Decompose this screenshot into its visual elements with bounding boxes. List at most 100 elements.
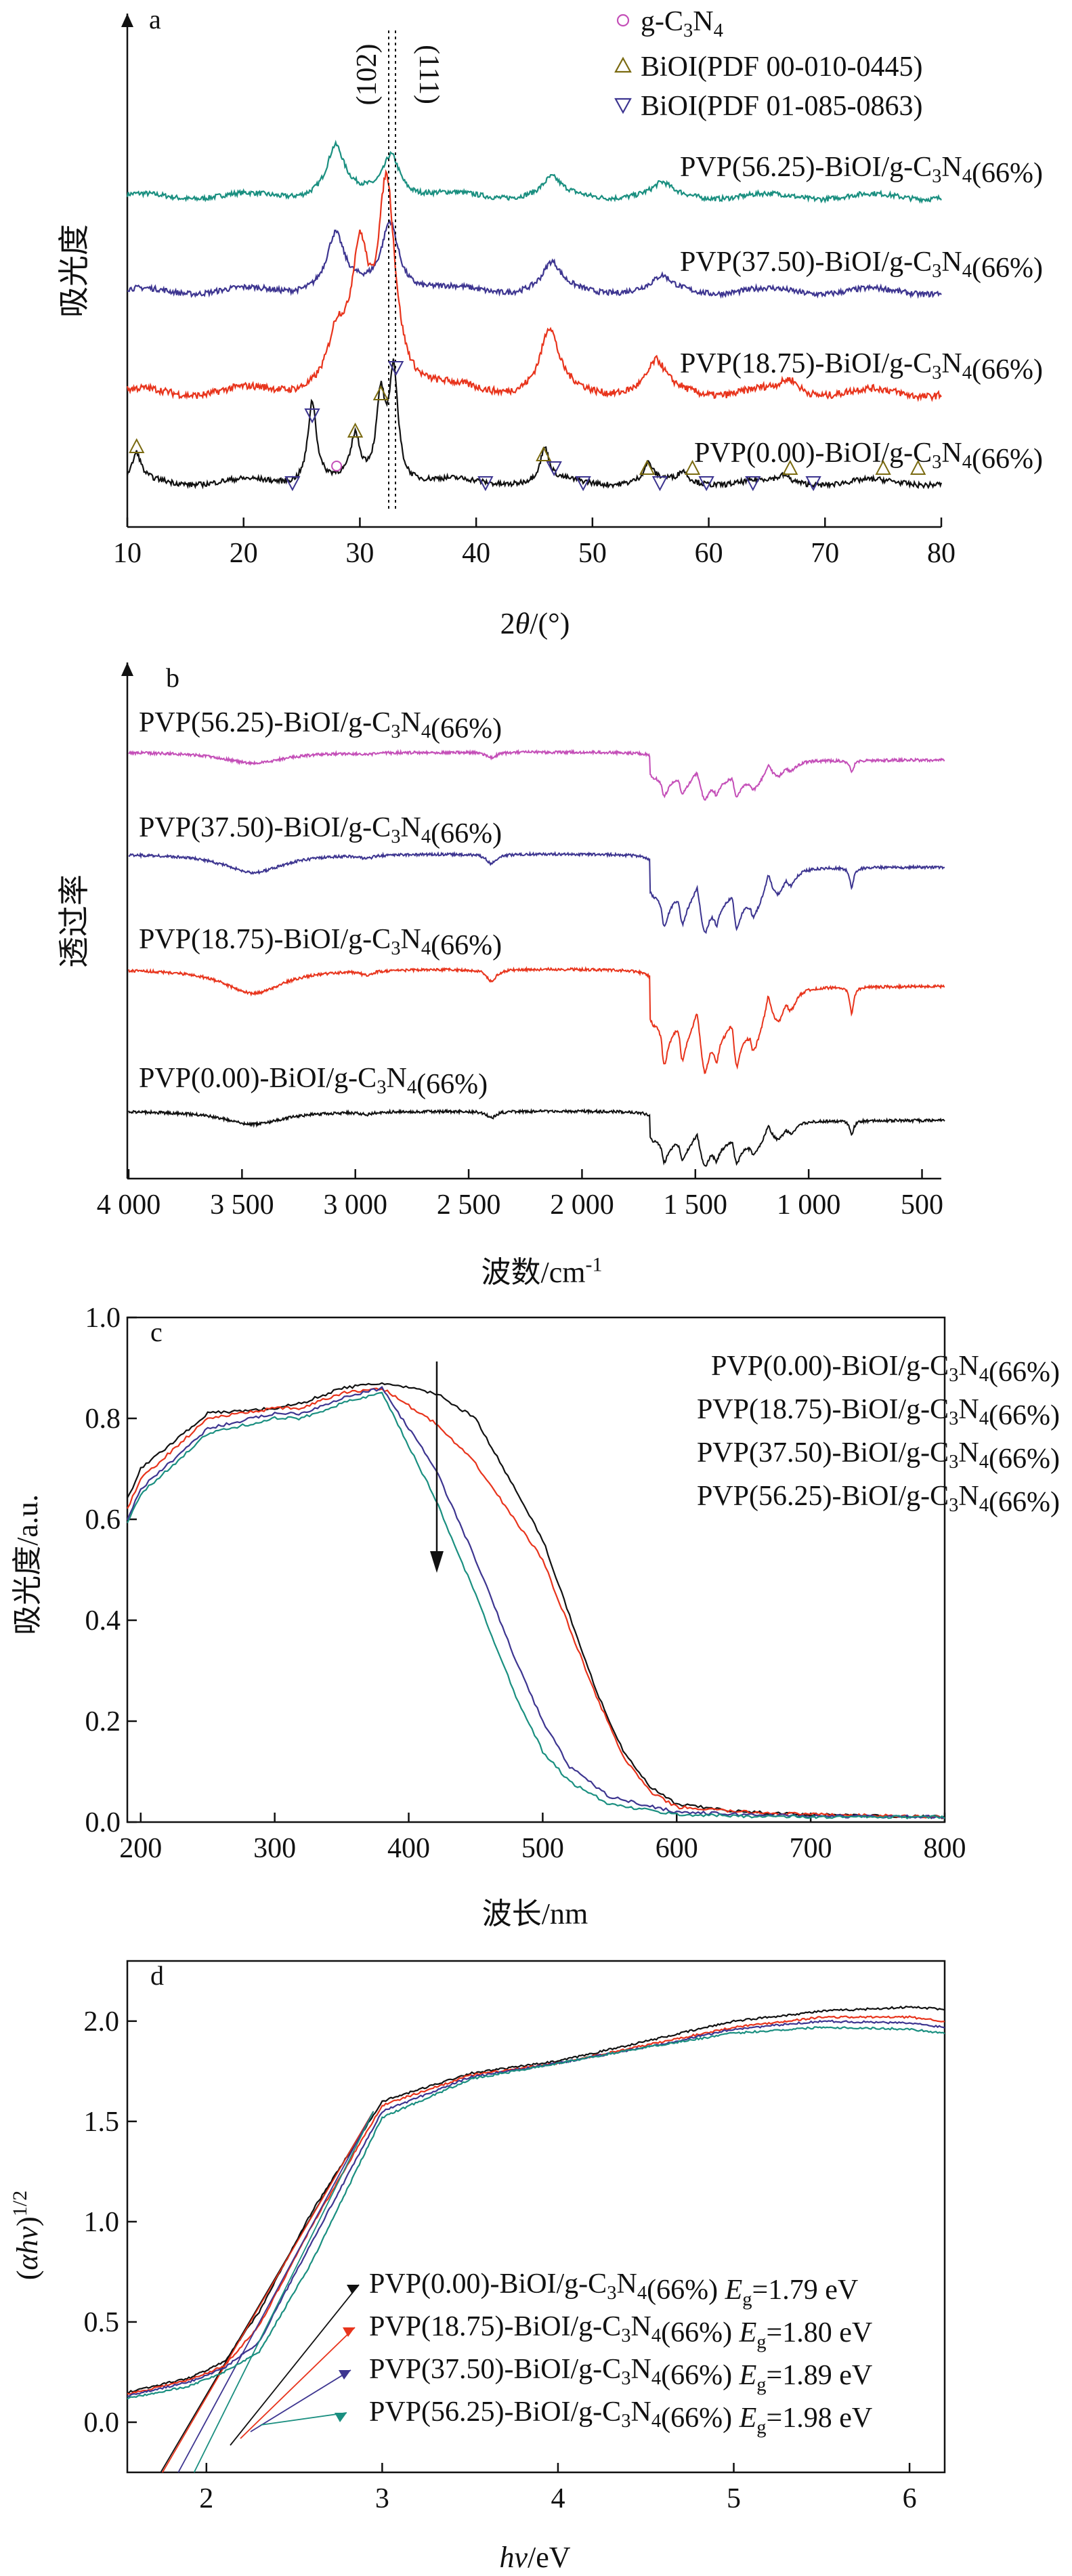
panel-b-x-label: 波数/cm-1 xyxy=(481,1253,603,1289)
panel-c-y-tick-label: 1.0 xyxy=(85,1303,121,1334)
marker-bioi-a xyxy=(875,459,891,475)
marker-bioi-b xyxy=(805,476,821,492)
panel-b-x-tick-label: 2 000 xyxy=(550,1189,614,1221)
panel-c-y-tick-label: 0.8 xyxy=(85,1403,121,1435)
xrd-curve-2 xyxy=(126,169,942,402)
marker-bioi-b xyxy=(745,476,761,492)
panel-c-y-tick-label: 0.2 xyxy=(85,1706,121,1737)
panel-a-x-tick-label: 50 xyxy=(578,538,607,569)
panel-b-y-arrow xyxy=(121,662,133,676)
legend-entry: BiOI(PDF 01-085-0863) xyxy=(641,91,923,122)
ftir-curve-1 xyxy=(128,851,945,935)
uv-curve-1 xyxy=(127,1387,945,1819)
marker-bioi-b xyxy=(651,476,668,492)
tauc-pointer-head xyxy=(339,2370,351,2380)
panel-d-letter: d xyxy=(150,1960,164,1991)
hkl-label-111: (111) xyxy=(413,45,444,104)
panel-d-y-tick-label: 2.0 xyxy=(84,2006,120,2037)
tauc-legend-entry: PVP(37.50)-BiOI/g-C3N4(66%) Eg=1.89 eV xyxy=(369,2354,872,2395)
tauc-curve-3 xyxy=(127,2026,945,2400)
tauc-tangent xyxy=(162,2111,374,2473)
marker-bioi-b xyxy=(284,476,301,492)
panel-a-x-tick-label: 10 xyxy=(113,538,142,569)
tauc-pointer-line xyxy=(250,2369,351,2432)
panel-b-x-tick-label: 4 000 xyxy=(97,1189,161,1221)
panel-c-y-tick-label: 0.6 xyxy=(85,1504,121,1536)
panel-d-frame xyxy=(126,1960,946,2474)
panel-a-letter: a xyxy=(149,4,161,35)
panel-d-x-label: hv/eV xyxy=(499,2541,570,2574)
ftir-curve-2 xyxy=(128,966,945,1074)
ftir-curve-0 xyxy=(128,748,945,801)
uv-legend-entry: PVP(0.00)-BiOI/g-C3N4(66%) xyxy=(711,1351,1060,1388)
panel-b-x-tick-label: 3 500 xyxy=(210,1189,274,1221)
marker-bioi-a xyxy=(347,422,364,438)
uv-legend-entry: PVP(56.25)-BiOI/g-C3N4(66%) xyxy=(697,1481,1060,1518)
xrd-curve-label: PVP(37.50)-BiOI/g-C3N4(66%) xyxy=(680,247,1043,284)
tauc-pointer-line xyxy=(260,2412,347,2426)
panel-d-y-tick-label: 0.0 xyxy=(84,2407,120,2438)
hkl-label-102: (102) xyxy=(351,44,383,106)
marker-bioi-b xyxy=(388,361,404,377)
panel-c-frame xyxy=(126,1316,946,1823)
tauc-legend-entry: PVP(18.75)-BiOI/g-C3N4(66%) Eg=1.80 eV xyxy=(369,2311,872,2352)
xrd-curve-label: PVP(18.75)-BiOI/g-C3N4(66%) xyxy=(680,348,1043,385)
panel-d-y-label: (αhv)1/2 xyxy=(9,2191,44,2280)
panel-c-x-tick-label: 500 xyxy=(521,1833,564,1864)
tauc-tangent xyxy=(193,2111,374,2473)
legend-entry: BiOI(PDF 00-010-0445) xyxy=(641,51,923,83)
tauc-legend-entry: PVP(56.25)-BiOI/g-C3N4(66%) Eg=1.98 eV xyxy=(369,2396,872,2438)
panel-a-x-tick-label: 70 xyxy=(811,538,839,569)
ftir-curve-label: PVP(18.75)-BiOI/g-C3N4(66%) xyxy=(139,924,502,961)
panel-c-x-tick-label: 700 xyxy=(790,1833,832,1864)
panel-a-x-tick-label: 60 xyxy=(695,538,723,569)
marker-bioi-a xyxy=(129,438,145,453)
panel-c-x-tick-label: 200 xyxy=(119,1833,162,1864)
xrd-curve-label: PVP(56.25)-BiOI/g-C3N4(66%) xyxy=(680,152,1043,189)
panel-a-y-arrow xyxy=(121,14,133,27)
marker-bioi-b xyxy=(575,476,591,492)
marker-bioi-a xyxy=(684,459,701,475)
panel-c-y-tick-label: 0.0 xyxy=(85,1807,121,1838)
tauc-pointer-head xyxy=(347,2285,359,2294)
panel-c-y-label: 吸光度/a.u. xyxy=(11,1494,44,1635)
panel-b-x-tick-label: 2 500 xyxy=(437,1189,501,1221)
panel-c-x-tick-label: 400 xyxy=(387,1833,430,1864)
marker-bioi-a xyxy=(536,446,552,461)
panel-d-y-tick-label: 1.0 xyxy=(84,2207,120,2238)
tauc-tangent xyxy=(177,2111,374,2473)
marker-bioi-b xyxy=(698,476,714,492)
panel-a-x-tick-label: 80 xyxy=(927,538,956,569)
panel-a-y-label: 吸光度 xyxy=(57,224,91,318)
panel-d-y-tick-label: 0.5 xyxy=(84,2307,120,2338)
tauc-pointer-head xyxy=(335,2413,347,2422)
marker-gcn xyxy=(331,461,343,471)
tauc-curve-0 xyxy=(127,2005,945,2394)
panel-c-letter: c xyxy=(150,1317,163,1347)
ftir-curve-label: PVP(37.50)-BiOI/g-C3N4(66%) xyxy=(139,812,502,849)
marker-bioi-a xyxy=(372,385,389,400)
panel-b-y-label: 透过率 xyxy=(57,874,91,968)
panel-d-x-tick-label: 3 xyxy=(375,2483,389,2514)
panel-d-y-tick-label: 1.5 xyxy=(84,2107,120,2138)
legend-triangle-up-marker xyxy=(614,56,632,73)
panel-c-x-tick-label: 600 xyxy=(656,1833,698,1864)
panel-b-x-tick-label: 1 500 xyxy=(664,1189,728,1221)
tauc-legend-entry: PVP(0.00)-BiOI/g-C3N4(66%) Eg=1.79 eV xyxy=(369,2268,858,2310)
legend-entry: g-C3N4 xyxy=(641,6,723,41)
marker-bioi-a xyxy=(782,459,798,475)
panel-b-x-tick-label: 500 xyxy=(901,1189,943,1221)
panel-c-y-tick-label: 0.4 xyxy=(85,1605,121,1637)
panel-a-x-tick-label: 30 xyxy=(345,538,374,569)
trend-arrow-head xyxy=(430,1551,444,1573)
panel-a-x-tick-label: 40 xyxy=(462,538,490,569)
uv-legend-entry: PVP(37.50)-BiOI/g-C3N4(66%) xyxy=(697,1437,1060,1475)
tauc-pointer-line xyxy=(230,2284,360,2446)
marker-bioi-b xyxy=(477,476,494,492)
panel-d-x-tick-label: 2 xyxy=(199,2483,213,2514)
panel-d-x-tick-label: 6 xyxy=(903,2483,917,2514)
marker-bioi-a xyxy=(910,459,926,475)
tauc-pointer-line xyxy=(240,2327,356,2439)
panel-d-x-tick-label: 4 xyxy=(551,2483,565,2514)
legend-circle-marker xyxy=(616,14,630,27)
